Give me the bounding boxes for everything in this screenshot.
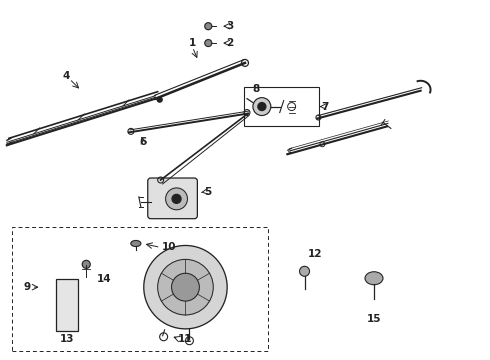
Circle shape: [299, 266, 310, 276]
Circle shape: [82, 260, 90, 268]
Bar: [56, 279, 78, 331]
Ellipse shape: [131, 240, 141, 247]
Text: 7: 7: [322, 102, 329, 112]
Circle shape: [205, 23, 212, 30]
Text: 11: 11: [178, 334, 193, 344]
Text: 4: 4: [63, 71, 70, 81]
Text: 5: 5: [205, 187, 212, 197]
Circle shape: [172, 194, 181, 203]
Circle shape: [253, 98, 271, 116]
Circle shape: [166, 188, 188, 210]
Text: 10: 10: [161, 243, 176, 252]
Text: 13: 13: [60, 334, 74, 344]
Bar: [12, 227, 268, 351]
Ellipse shape: [365, 272, 383, 285]
Text: 3: 3: [226, 21, 234, 31]
Text: 14: 14: [97, 274, 112, 284]
Circle shape: [158, 260, 213, 315]
Text: 9: 9: [23, 282, 30, 292]
Text: 6: 6: [139, 137, 147, 147]
Text: 15: 15: [367, 314, 381, 324]
Text: 12: 12: [308, 249, 322, 260]
FancyBboxPatch shape: [148, 178, 197, 219]
Circle shape: [157, 97, 162, 102]
Circle shape: [258, 103, 266, 111]
Circle shape: [144, 246, 227, 329]
Text: 1: 1: [189, 38, 196, 48]
Circle shape: [172, 273, 199, 301]
Bar: [244, 87, 319, 126]
Circle shape: [205, 40, 212, 46]
Text: 8: 8: [252, 84, 260, 94]
Text: 2: 2: [226, 38, 234, 48]
